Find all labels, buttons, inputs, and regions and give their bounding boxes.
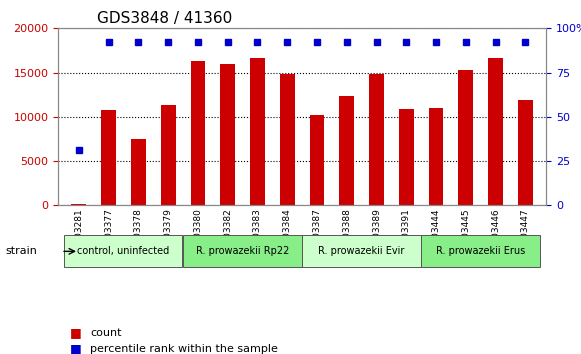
- Text: ■: ■: [70, 342, 81, 354]
- Text: R. prowazekii Rp22: R. prowazekii Rp22: [196, 246, 289, 256]
- FancyBboxPatch shape: [64, 235, 182, 267]
- Bar: [101, 110, 116, 205]
- Bar: [220, 64, 235, 205]
- Bar: [191, 61, 206, 205]
- Text: GDS3848 / 41360: GDS3848 / 41360: [97, 11, 232, 26]
- FancyBboxPatch shape: [302, 235, 421, 267]
- Text: ■: ■: [70, 326, 81, 339]
- Bar: [71, 204, 87, 205]
- Text: control, uninfected: control, uninfected: [77, 246, 170, 256]
- Bar: [458, 70, 474, 205]
- Bar: [310, 115, 324, 205]
- Bar: [250, 58, 265, 205]
- Text: count: count: [90, 328, 121, 338]
- Bar: [429, 108, 443, 205]
- Bar: [280, 74, 295, 205]
- Text: percentile rank within the sample: percentile rank within the sample: [90, 344, 278, 354]
- Bar: [399, 109, 414, 205]
- Text: R. prowazekii Erus: R. prowazekii Erus: [436, 246, 525, 256]
- Bar: [131, 139, 146, 205]
- Text: R. prowazekii Evir: R. prowazekii Evir: [318, 246, 405, 256]
- Text: strain: strain: [6, 246, 38, 256]
- Bar: [488, 58, 503, 205]
- Bar: [369, 74, 384, 205]
- Bar: [339, 97, 354, 205]
- FancyBboxPatch shape: [421, 235, 540, 267]
- FancyBboxPatch shape: [183, 235, 302, 267]
- Bar: [161, 105, 175, 205]
- Bar: [518, 100, 533, 205]
